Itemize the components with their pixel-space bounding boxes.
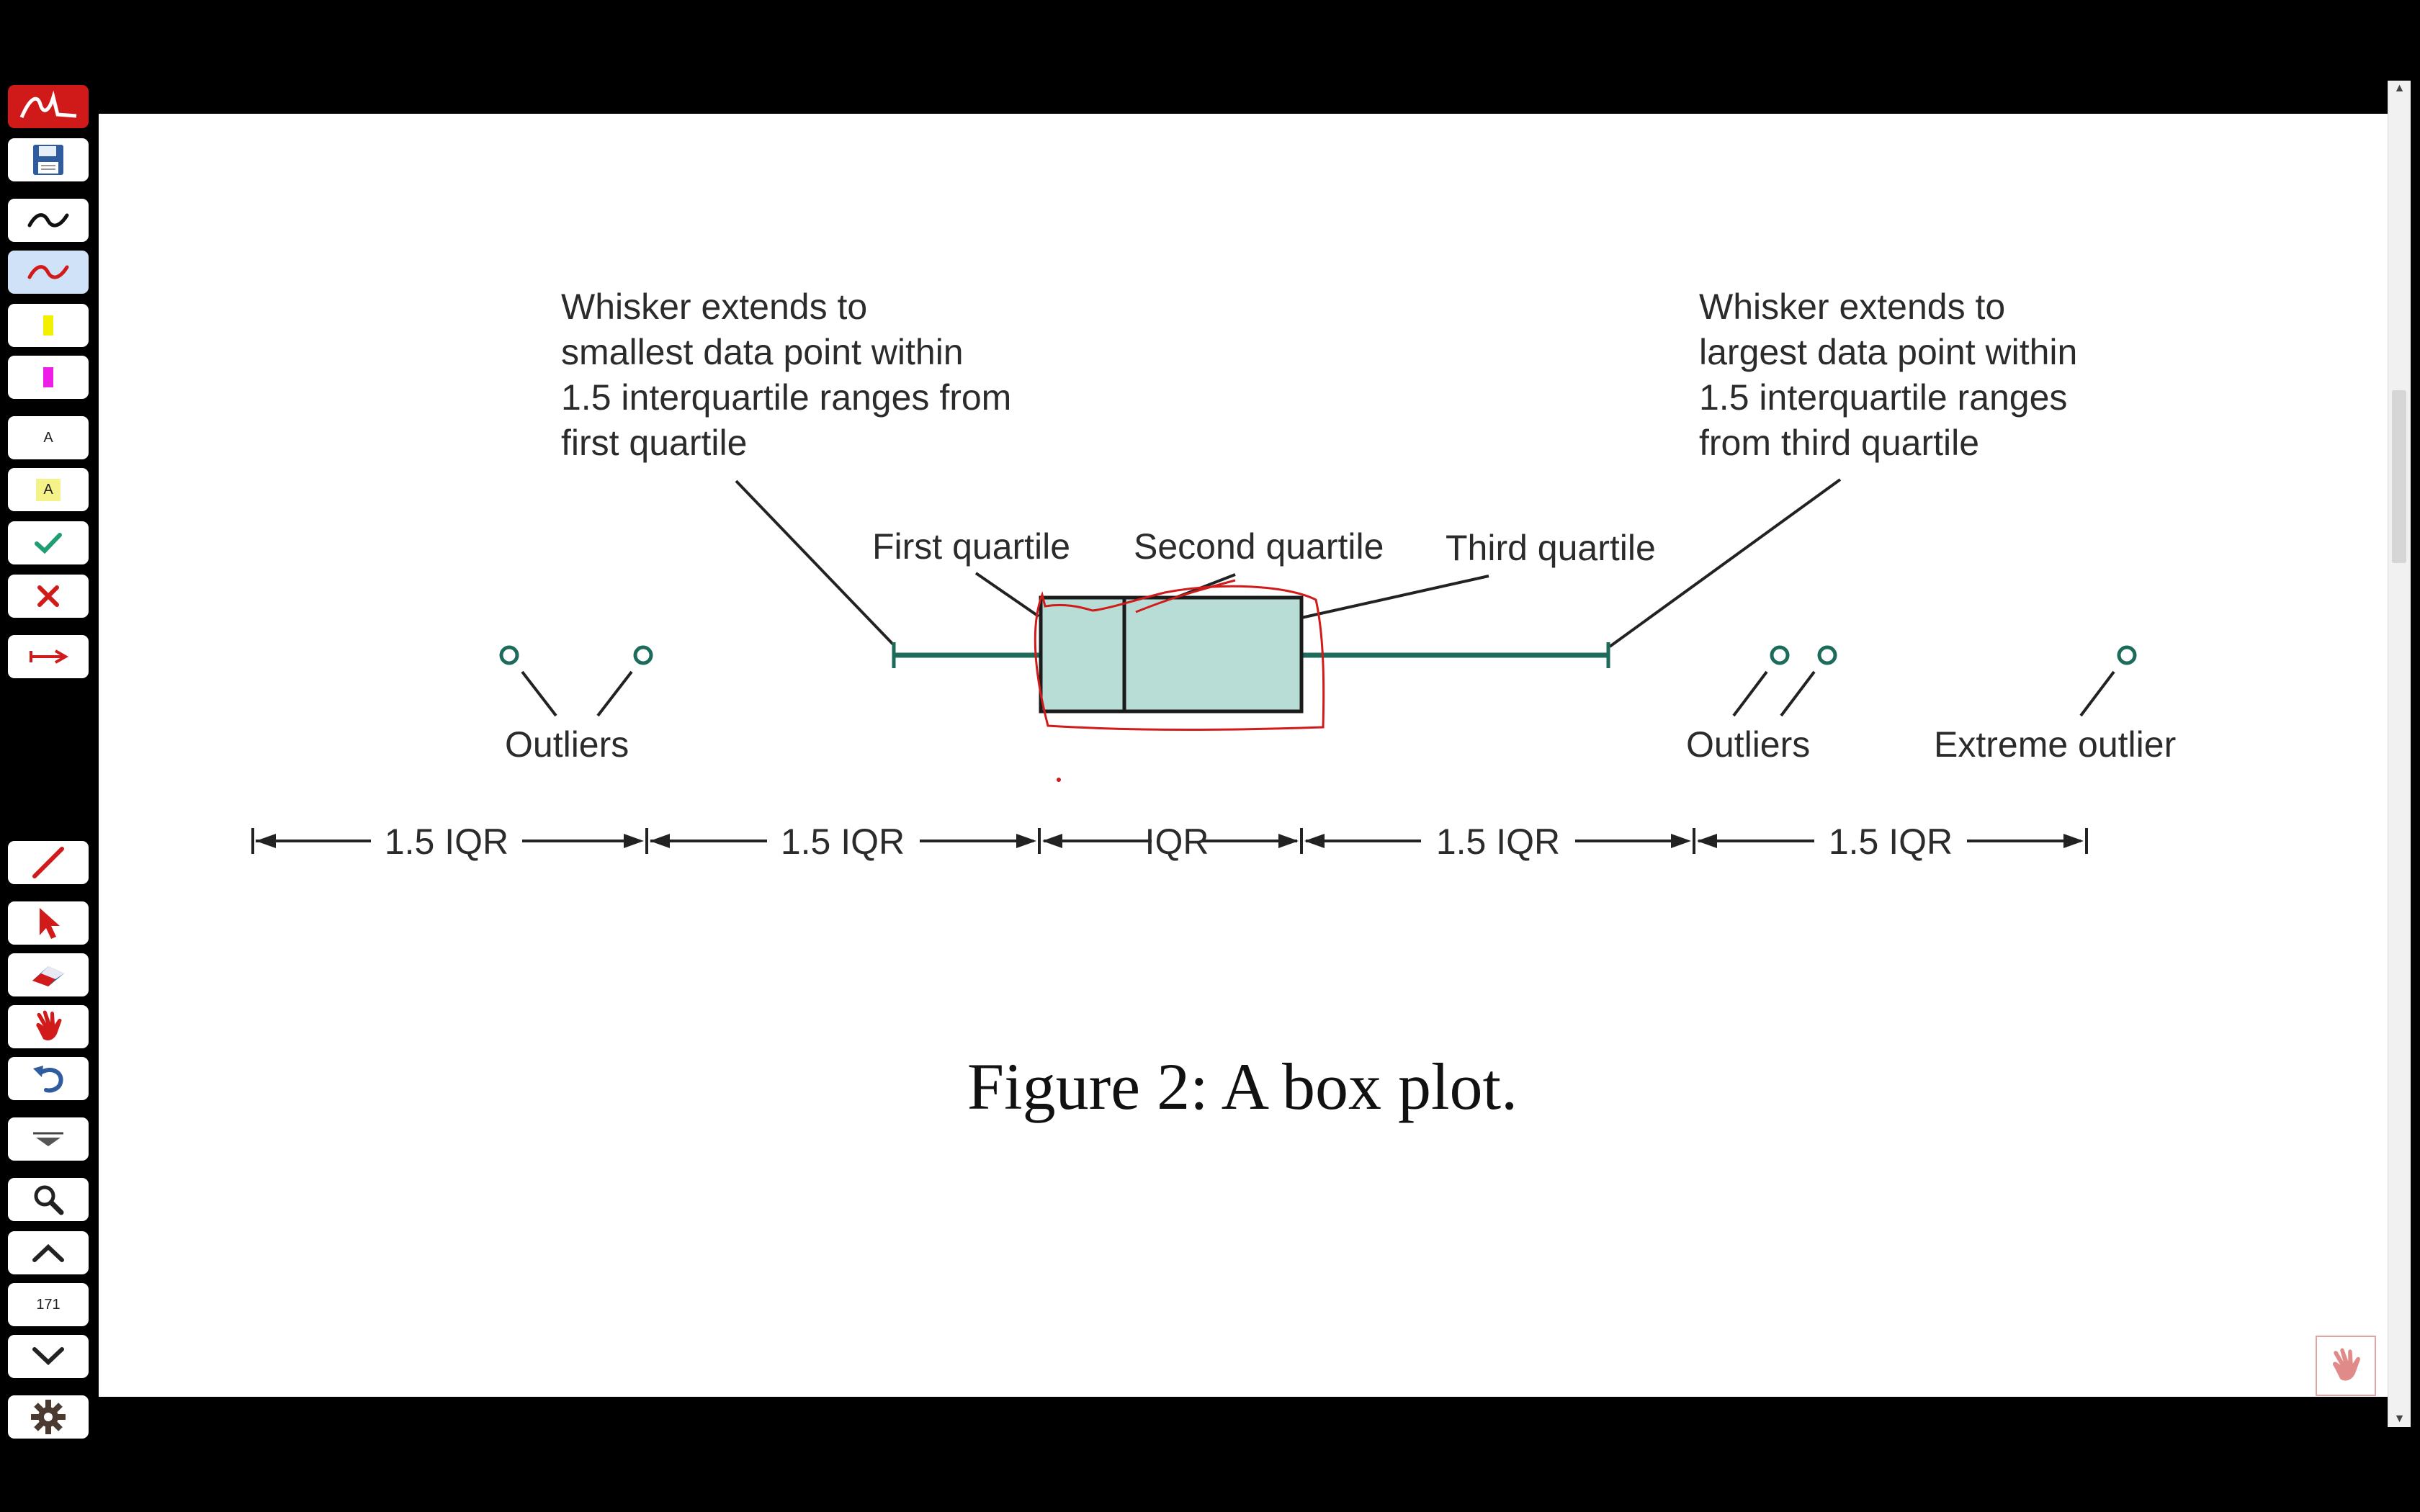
scale-arrowhead [1016, 834, 1036, 848]
left-whisker-line-2: smallest data point within [561, 332, 964, 372]
first-quartile-pointer [974, 572, 1040, 618]
outlier-pointer [521, 670, 557, 717]
outlier-pointer [1780, 670, 1816, 717]
red-pen-icon[interactable] [8, 251, 89, 294]
page-number[interactable]: 171 [8, 1283, 89, 1326]
annotation-toolbar: A A 171 [0, 79, 101, 1440]
iqr-box [1039, 595, 1304, 714]
check-mark-icon[interactable] [8, 521, 89, 564]
scale-arrowhead [1042, 834, 1062, 848]
figure-caption: Figure 2: A box plot. [967, 1050, 1518, 1123]
black-pen-icon[interactable] [8, 199, 89, 242]
outlier-pointer [596, 670, 633, 717]
outlier-point [1817, 645, 1837, 665]
range-label: IQR [1145, 822, 1209, 862]
outlier-point [1770, 645, 1790, 665]
scroll-thumb[interactable] [2392, 390, 2406, 563]
extreme-outlier-point [2117, 645, 2137, 665]
third-quartile-label: Third quartile [1446, 528, 1656, 568]
right-whisker-line-3: 1.5 interquartile ranges [1699, 377, 2067, 418]
red-annotation-circle [1034, 585, 1325, 731]
iqr-scale: 1.5 IQR 1.5 IQR IQR 1.5 IQR 1.5 IQR [251, 822, 2088, 862]
outlier-pointer [1732, 670, 1768, 717]
range-label: 1.5 IQR [385, 822, 508, 862]
outlier-point [499, 645, 519, 665]
left-outliers-label: Outliers [505, 724, 629, 765]
page-number-label: 171 [36, 1296, 60, 1313]
text-highlight-label: A [36, 478, 60, 501]
settings-gear-icon[interactable] [8, 1395, 89, 1439]
dropdown-icon[interactable] [8, 1117, 89, 1161]
right-whisker-line-1: Whisker extends to [1699, 287, 2005, 327]
scale-arrowhead [1304, 834, 1325, 848]
arrow-tool-icon[interactable] [8, 635, 89, 678]
scale-arrowhead [624, 834, 644, 848]
cross-mark-icon[interactable] [8, 575, 89, 618]
text-highlight-icon[interactable]: A [8, 468, 89, 511]
extreme-outlier-label: Extreme outlier [1934, 724, 2176, 765]
range-label: 1.5 IQR [1829, 822, 1953, 862]
first-quartile-label: First quartile [872, 526, 1070, 567]
vertical-scrollbar[interactable]: ▲ ▼ [2388, 81, 2411, 1427]
text-tool-label: A [43, 429, 53, 446]
right-whisker-line-4: from third quartile [1699, 423, 1979, 463]
red-annotation-dot [1057, 778, 1061, 782]
app-logo-icon[interactable] [8, 85, 89, 128]
red-annotation-stroke [1135, 579, 1236, 613]
range-label: 1.5 IQR [781, 822, 905, 862]
third-quartile-pointer [1301, 575, 1489, 619]
eraser-icon[interactable] [8, 953, 89, 996]
scale-arrowhead [1697, 834, 1717, 848]
page-up-icon[interactable] [8, 1231, 89, 1274]
scale-arrowhead [2063, 834, 2084, 848]
left-whisker-label: Whisker extends to smallest data point w… [561, 287, 1021, 463]
hand-cursor-icon[interactable] [2316, 1336, 2376, 1396]
left-whisker-line-3: 1.5 interquartile ranges from [561, 377, 1011, 418]
scale-arrowhead [1671, 834, 1691, 848]
left-whisker-line-4: first quartile [561, 423, 747, 463]
right-whisker-label: Whisker extends to largest data point wi… [1699, 287, 2087, 463]
right-outliers-label: Outliers [1686, 724, 1810, 765]
scale-arrowhead [1278, 834, 1299, 848]
right-whisker-pointer [1608, 478, 1842, 648]
right-whisker-line-2: largest data point within [1699, 332, 2077, 372]
page-down-icon[interactable] [8, 1335, 89, 1378]
pointer-icon[interactable] [8, 901, 89, 945]
line-tool-icon[interactable] [8, 841, 89, 884]
scale-arrowhead [650, 834, 670, 848]
text-tool-icon[interactable]: A [8, 416, 89, 459]
left-whisker-pointer [735, 480, 895, 647]
save-icon[interactable] [8, 138, 89, 181]
box-plot-figure: Whisker extends to smallest data point w… [251, 287, 2176, 1123]
second-quartile-label: Second quartile [1134, 526, 1384, 567]
scroll-up-arrow-icon[interactable]: ▲ [2393, 82, 2406, 94]
document-page: Whisker extends to smallest data point w… [99, 114, 2388, 1397]
extreme-outlier-pointer [2079, 670, 2115, 717]
outlier-point [633, 645, 653, 665]
undo-icon[interactable] [8, 1057, 89, 1100]
zoom-icon[interactable] [8, 1178, 89, 1221]
range-label: 1.5 IQR [1436, 822, 1560, 862]
scale-arrowhead [256, 834, 276, 848]
scroll-down-arrow-icon[interactable]: ▼ [2393, 1413, 2406, 1425]
hand-icon[interactable] [8, 1005, 89, 1048]
left-whisker-line-1: Whisker extends to [561, 287, 867, 327]
yellow-highlighter-icon[interactable] [8, 304, 89, 347]
magenta-highlighter-icon[interactable] [8, 356, 89, 399]
